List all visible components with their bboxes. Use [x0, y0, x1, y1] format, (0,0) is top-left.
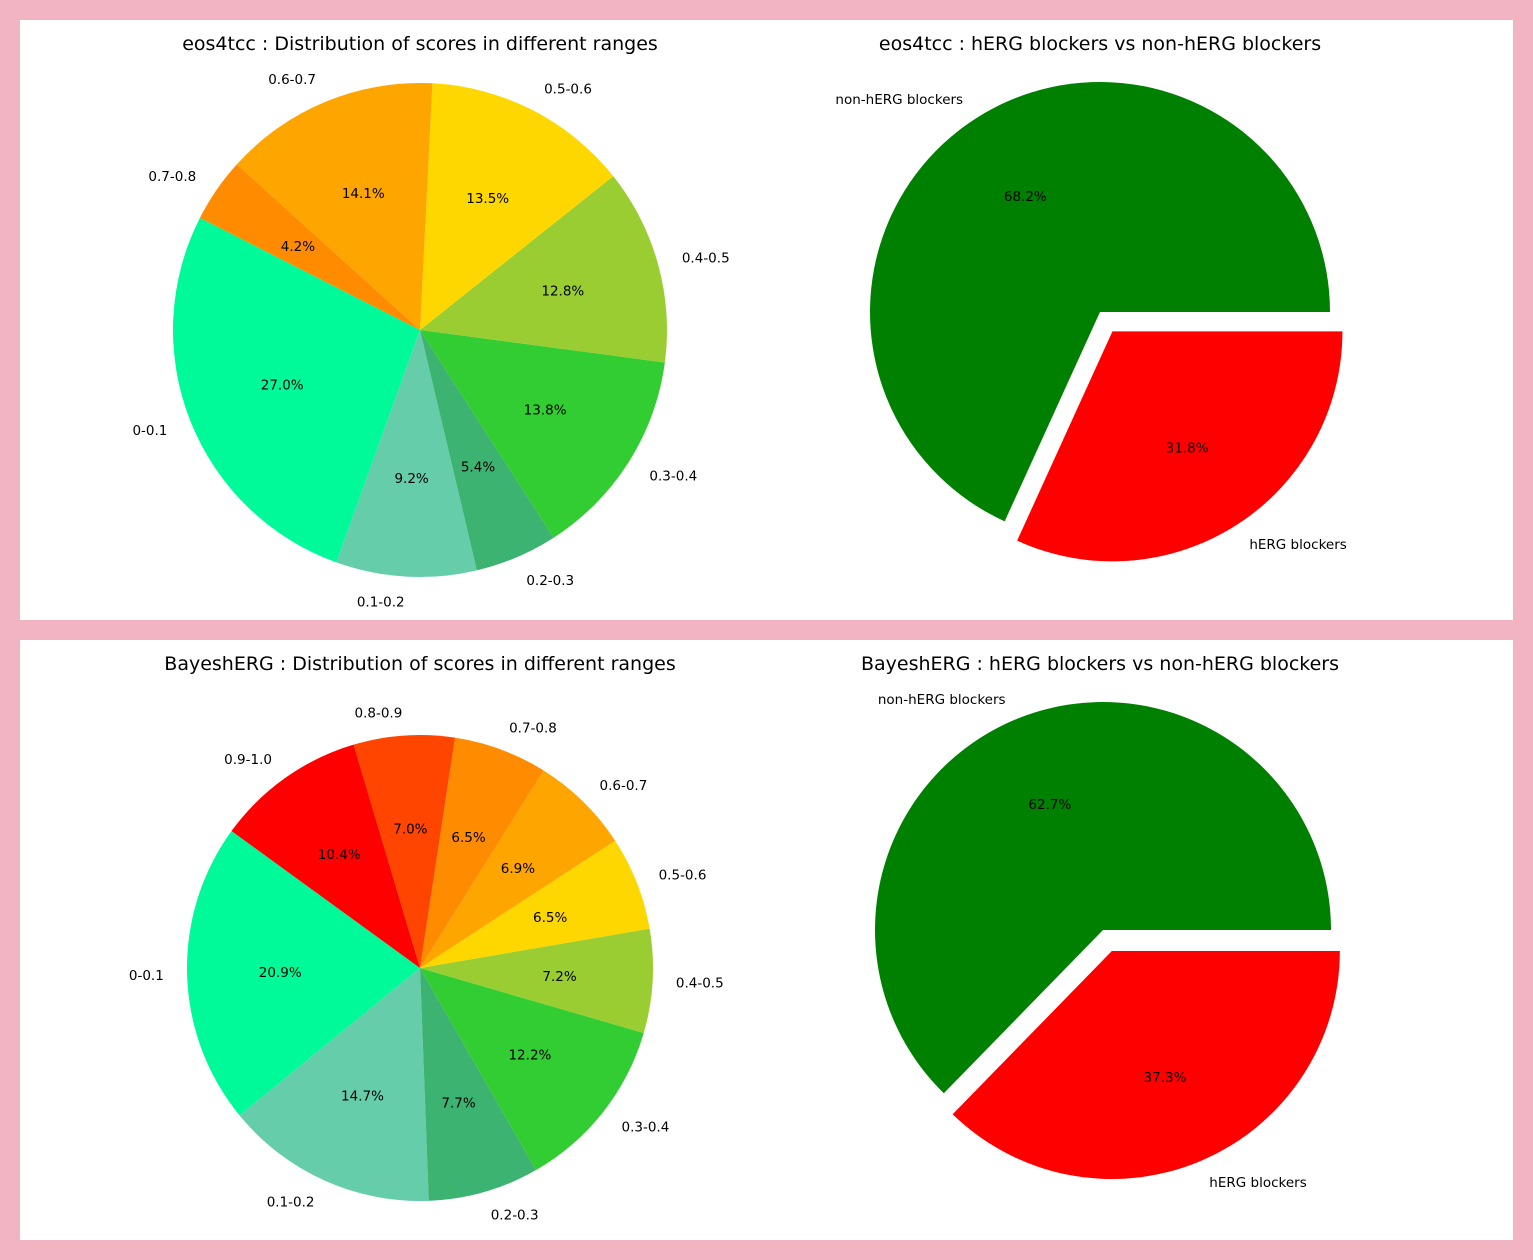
- slice-label-0-2-0-3: 0.2-0.3: [491, 1207, 539, 1223]
- pie-slice-0-6-0-7: [236, 83, 433, 330]
- pie-slice-0-4-0-5: [420, 928, 653, 1034]
- top-charts-svg: eos4tcc : Distribution of scores in diff…: [132, 33, 1347, 610]
- pie-bayesherg-distribution: 0-0.1 20.9% 0.1-0.2 14.7% 0.2-0.3 7.7% 0.3-0.4…: [129, 705, 724, 1223]
- slice-label-0-9-1-0: 0.9-1.0: [224, 752, 272, 768]
- pie-eos4tcc-distribution: 0-0.1 27.0% 0.1-0.2 9.2% 0.2-0.3 5.4% 0.3-0.4 1…: [132, 72, 729, 610]
- slice-label-herg-blockers: hERG blockers: [1209, 1175, 1306, 1191]
- slice-label-0-4-0-5: 0.4-0.5: [676, 975, 724, 991]
- pie-slice-0-1-0-2: [336, 330, 477, 578]
- pie-slice-0-7-0-8: [420, 737, 544, 968]
- slice-label-0-6-0-7: 0.6-0.7: [268, 72, 316, 88]
- slice-label-herg-blockers: hERG blockers: [1249, 537, 1346, 553]
- slice-label-0-3-0-4: 0.3-0.4: [649, 469, 697, 485]
- slice-label-0-7-0-8: 0.7-0.8: [509, 721, 557, 737]
- slice-label-0-5-0-6: 0.5-0.6: [544, 81, 592, 97]
- slice-label-0-1-0-2: 0.1-0.2: [267, 1195, 315, 1211]
- slice-percent-0-7-0-8: 6.5%: [451, 830, 485, 846]
- pie-bayesherg-herg: non-hERG blockers 62.7% hERG blockers 37.3%: [874, 692, 1340, 1191]
- slice-percent-herg-blockers: 31.8%: [1166, 440, 1209, 456]
- slice-label-0-3-0-4: 0.3-0.4: [622, 1119, 670, 1135]
- pie-slice-0-2-0-3: [420, 330, 554, 571]
- pie-slice-herg-blockers: [952, 951, 1340, 1180]
- chart-title-bayesherg-distribution: BayeshERG : Distribution of scores in di…: [164, 653, 675, 675]
- pie-slice-0-3-0-4: [420, 968, 644, 1171]
- slice-label-0-1-0-2: 0.1-0.2: [357, 594, 405, 610]
- pie-slice-0-6-0-7: [420, 770, 616, 968]
- pie-slice-0-5-0-6: [420, 840, 650, 968]
- pie-slice-0-5-0-6: [420, 83, 614, 330]
- slice-percent-0-3-0-4: 13.8%: [524, 402, 567, 418]
- bottom-charts-svg: BayeshERG : Distribution of scores in di…: [129, 653, 1340, 1223]
- slice-percent-0-3-0-4: 12.2%: [508, 1047, 551, 1063]
- slice-percent-0-6-0-7: 6.9%: [501, 861, 535, 877]
- slice-label-non-herg-blockers: non-hERG blockers: [835, 92, 963, 108]
- slice-percent-0-9-1-0: 10.4%: [318, 847, 361, 863]
- slice-label-0-0-1: 0-0.1: [129, 968, 164, 984]
- slice-percent-herg-blockers: 37.3%: [1144, 1070, 1187, 1086]
- chart-title-eos4tcc-distribution: eos4tcc : Distribution of scores in diff…: [182, 33, 658, 55]
- pie-slice-0-0-1: [173, 217, 420, 563]
- slice-label-non-herg-blockers: non-hERG blockers: [878, 692, 1006, 708]
- slice-percent-0-4-0-5: 12.8%: [541, 283, 584, 299]
- pie-slice-0-0-1: [186, 831, 420, 1116]
- slice-label-0-8-0-9: 0.8-0.9: [354, 705, 402, 721]
- pie-slice-0-1-0-2: [239, 968, 429, 1201]
- slice-label-0-2-0-3: 0.2-0.3: [526, 573, 574, 589]
- pie-slice-0-3-0-4: [420, 330, 665, 538]
- slice-percent-0-7-0-8: 4.2%: [281, 239, 315, 255]
- slice-percent-0-0-1: 20.9%: [259, 965, 302, 981]
- chart-title-eos4tcc-herg: eos4tcc : hERG blockers vs non-hERG bloc…: [879, 33, 1321, 55]
- pie-slice-herg-blockers: [1017, 331, 1343, 562]
- slice-percent-0-1-0-2: 14.7%: [341, 1088, 384, 1104]
- slice-percent-0-4-0-5: 7.2%: [542, 969, 576, 985]
- pie-slice-0-8-0-9: [353, 735, 456, 968]
- slice-label-0-4-0-5: 0.4-0.5: [682, 250, 730, 266]
- top-panel: eos4tcc : Distribution of scores in diff…: [20, 20, 1513, 620]
- slice-percent-0-2-0-3: 5.4%: [461, 459, 495, 475]
- slice-percent-0-5-0-6: 6.5%: [533, 910, 567, 926]
- slice-label-0-0-1: 0-0.1: [132, 423, 167, 439]
- slice-label-0-7-0-8: 0.7-0.8: [148, 169, 196, 185]
- slice-percent-0-1-0-2: 9.2%: [394, 471, 428, 487]
- slice-percent-0-2-0-3: 7.7%: [441, 1095, 475, 1111]
- slice-percent-0-0-1: 27.0%: [261, 378, 304, 394]
- slice-label-0-6-0-7: 0.6-0.7: [600, 778, 648, 794]
- chart-title-bayesherg-herg: BayeshERG : hERG blockers vs non-hERG bl…: [861, 653, 1339, 675]
- pie-slice-0-4-0-5: [420, 176, 667, 363]
- pie-slice-0-7-0-8: [199, 164, 420, 330]
- slice-label-0-5-0-6: 0.5-0.6: [659, 867, 707, 883]
- slice-percent-0-8-0-9: 7.0%: [393, 822, 427, 838]
- pie-slice-non-herg-blockers: [874, 702, 1331, 1094]
- bottom-panel: BayeshERG : Distribution of scores in di…: [20, 640, 1513, 1240]
- slice-percent-non-herg-blockers: 62.7%: [1028, 797, 1071, 813]
- slice-percent-0-6-0-7: 14.1%: [342, 186, 385, 202]
- slice-percent-non-herg-blockers: 68.2%: [1004, 189, 1047, 205]
- pie-slice-0-2-0-3: [420, 968, 537, 1201]
- pie-eos4tcc-herg: non-hERG blockers 68.2% hERG blockers 31.8%: [835, 81, 1347, 562]
- pie-slice-0-9-1-0: [231, 744, 420, 968]
- pie-slice-non-herg-blockers: [870, 81, 1330, 522]
- slice-percent-0-5-0-6: 13.5%: [466, 191, 509, 207]
